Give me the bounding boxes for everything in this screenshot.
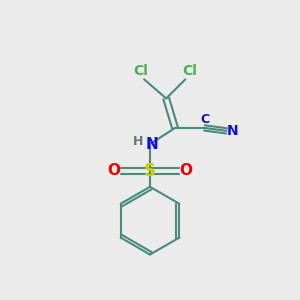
Text: N: N	[227, 124, 239, 138]
Text: N: N	[146, 136, 159, 152]
Text: Cl: Cl	[182, 64, 197, 78]
Text: O: O	[108, 163, 121, 178]
Text: Cl: Cl	[134, 64, 148, 78]
Text: S: S	[144, 162, 156, 180]
Text: H: H	[132, 135, 143, 148]
Text: O: O	[179, 163, 192, 178]
Text: C: C	[200, 113, 209, 126]
